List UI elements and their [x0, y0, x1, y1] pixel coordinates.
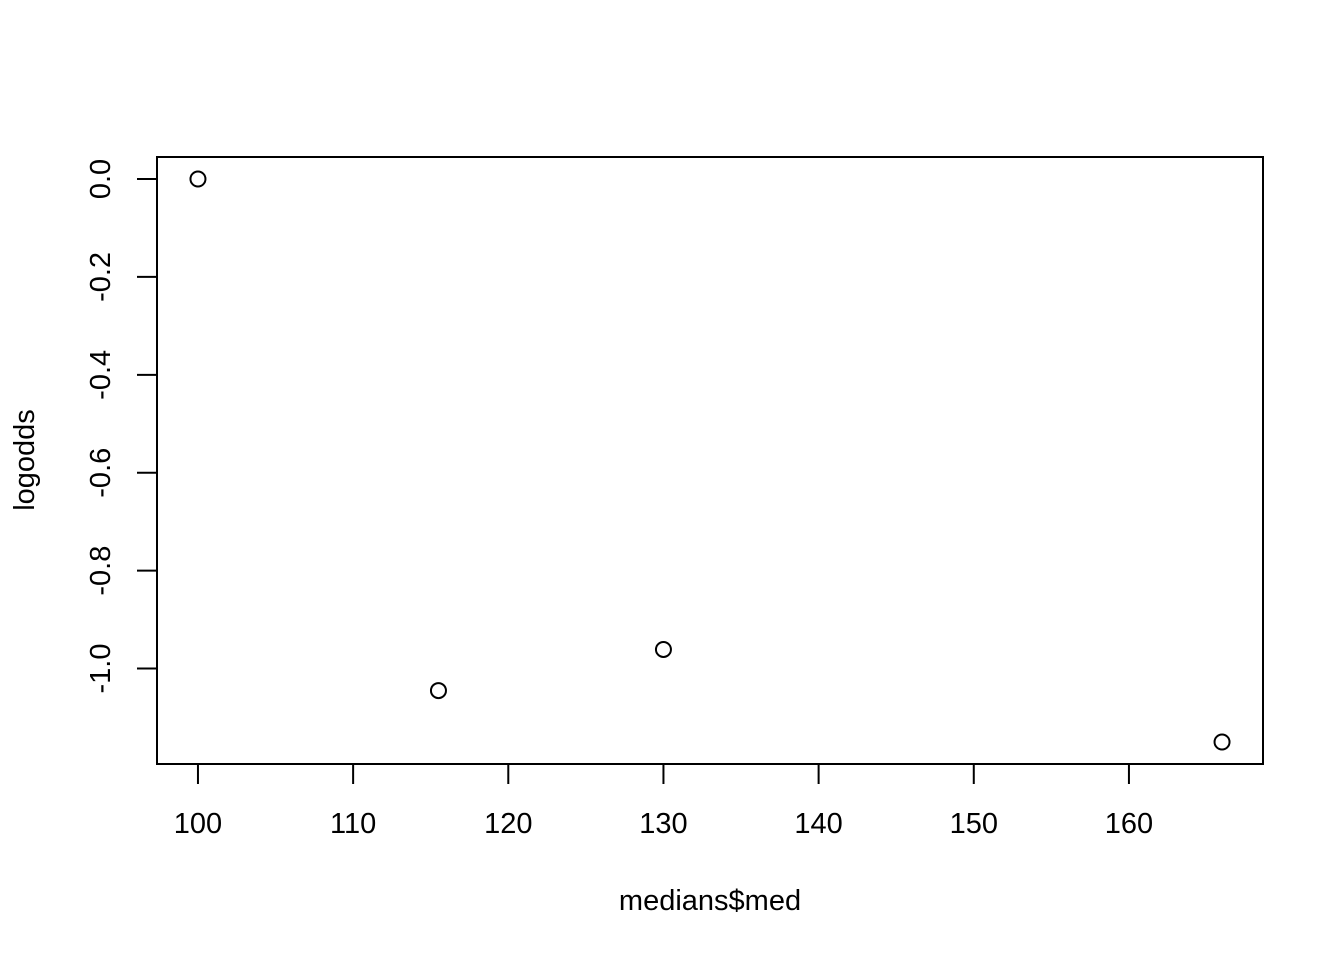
x-tick-label: 160: [1105, 808, 1153, 840]
data-point: [1213, 733, 1231, 751]
y-tick-label: 0.0: [85, 159, 117, 199]
y-tick-label: -0.2: [85, 252, 117, 302]
y-tick-label: -1.0: [85, 644, 117, 694]
data-point: [189, 170, 207, 188]
data-point: [429, 682, 447, 700]
plot-frame: [156, 156, 1264, 765]
x-axis-label: medians$med: [619, 885, 801, 917]
y-tick-label: -0.6: [85, 448, 117, 498]
x-tick-label: 100: [174, 808, 222, 840]
x-tick-label: 130: [639, 808, 687, 840]
y-tick-label: -0.4: [85, 350, 117, 400]
y-axis: 0.0 -0.2 -0.4 -0.6 -0.8 -1.0: [85, 159, 158, 694]
y-tick-label: -0.8: [85, 546, 117, 596]
y-axis-label: logodds: [9, 409, 41, 511]
data-points: [189, 170, 1231, 751]
data-point: [654, 640, 672, 658]
x-tick-label: 140: [794, 808, 842, 840]
x-axis: 100 110 120 130 140 150 160: [174, 763, 1153, 840]
x-tick-label: 120: [484, 808, 532, 840]
x-tick-label: 110: [330, 808, 376, 840]
x-tick-label: 150: [950, 808, 998, 840]
